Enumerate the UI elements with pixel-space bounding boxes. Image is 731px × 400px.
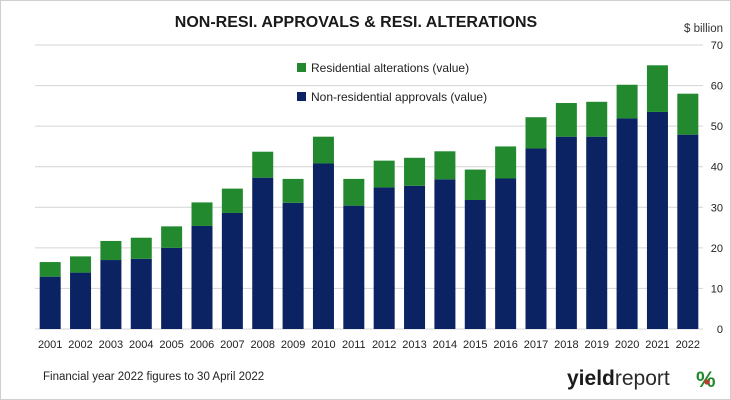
bar-residential-alterations-2005: [161, 226, 183, 248]
bar-residential-alterations-2021: [646, 65, 668, 112]
x-tick-label: 2007: [220, 339, 244, 351]
bar-non-residential-2021: [646, 111, 668, 329]
y-tick-label: 30: [711, 202, 723, 214]
bar-residential-alterations-2008: [252, 151, 274, 178]
logo-text: yieldreport: [567, 367, 670, 390]
legend-label: Residential alterations (value): [311, 61, 469, 75]
x-tick-label: 2022: [676, 339, 700, 351]
bar-residential-alterations-2014: [434, 151, 456, 180]
bar-residential-alterations-2010: [312, 136, 334, 164]
bar-residential-alterations-2019: [586, 101, 608, 137]
yieldreport-logo: yieldreport %: [567, 367, 716, 392]
logo-word-report: report: [615, 367, 670, 390]
bar-residential-alterations-2022: [677, 93, 699, 135]
bar-residential-alterations-2018: [555, 103, 577, 137]
x-tick-label: 2019: [584, 339, 608, 351]
x-tick-label: 2005: [159, 339, 183, 351]
bar-residential-alterations-2004: [130, 237, 152, 259]
bar-residential-alterations-2001: [39, 262, 61, 277]
legend-swatch: [297, 92, 306, 101]
x-tick-label: 2016: [493, 339, 517, 351]
bar-non-residential-2022: [677, 134, 699, 329]
x-tick-label: 2009: [281, 339, 305, 351]
logo-percent-symbol: %: [696, 367, 716, 392]
legend-swatch: [297, 63, 306, 72]
legend: Residential alterations (value) Non-resid…: [297, 61, 487, 104]
x-tick-labels: 2001 2002 2003 2004 2005 2006 2007 2008 2009 2010…: [38, 339, 700, 351]
x-tick-label: 2015: [463, 339, 487, 351]
bar-residential-alterations-2007: [221, 188, 243, 213]
bar-non-residential-2003: [100, 260, 122, 329]
x-tick-label: 2017: [524, 339, 548, 351]
percent-icon: %: [696, 367, 716, 392]
bar-non-residential-2006: [191, 225, 213, 329]
bar-residential-alterations-2017: [525, 117, 547, 149]
x-tick-label: 2014: [433, 339, 457, 351]
logo-word-yield: yield: [567, 367, 615, 390]
bar-non-residential-2016: [495, 178, 517, 329]
y-tick-label: 40: [711, 162, 723, 174]
bar-non-residential-2015: [464, 199, 486, 329]
bar-residential-alterations-2011: [343, 178, 365, 206]
bar-non-residential-2011: [343, 205, 365, 329]
bar-residential-alterations-2015: [464, 169, 486, 200]
bar-non-residential-2017: [525, 148, 547, 329]
x-tick-label: 2010: [311, 339, 335, 351]
x-tick-label: 2011: [342, 339, 366, 351]
chart-title: NON-RESI. APPROVALS & RESI. ALTERATIONS: [175, 14, 538, 31]
bar-residential-alterations-2002: [70, 256, 92, 273]
y-axis-unit-label: $ billion: [684, 23, 723, 35]
x-tick-label: 2004: [129, 339, 153, 351]
x-tick-label: 2008: [250, 339, 274, 351]
y-tick-label: 10: [711, 283, 723, 295]
x-tick-label: 2003: [99, 339, 123, 351]
bar-non-residential-2009: [282, 202, 304, 329]
legend-label: Non-residential approvals (value): [311, 90, 487, 104]
logo-percent-dot: [704, 379, 710, 385]
x-tick-label: 2002: [68, 339, 92, 351]
bar-non-residential-2007: [221, 212, 243, 329]
bar-residential-alterations-2016: [495, 146, 517, 179]
bar-non-residential-2004: [130, 258, 152, 329]
footnote: Financial year 2022 figures to 30 April …: [43, 371, 264, 383]
bar-non-residential-2005: [161, 247, 183, 329]
bar-layer: [39, 65, 699, 329]
bar-non-residential-2019: [586, 136, 608, 329]
bar-residential-alterations-2020: [616, 84, 638, 119]
x-tick-label: 2020: [615, 339, 639, 351]
x-tick-label: 2013: [402, 339, 426, 351]
bar-residential-alterations-2006: [191, 202, 213, 226]
x-tick-label: 2012: [372, 339, 396, 351]
x-tick-label: 2006: [190, 339, 214, 351]
bar-non-residential-2002: [70, 272, 92, 329]
y-tick-label: 0: [717, 324, 723, 336]
x-tick-label: 2021: [645, 339, 669, 351]
bar-residential-alterations-2012: [373, 160, 395, 188]
bar-non-residential-2020: [616, 118, 638, 329]
y-tick-label: 50: [711, 121, 723, 133]
bar-non-residential-2012: [373, 187, 395, 329]
bar-non-residential-2008: [252, 177, 274, 329]
bar-non-residential-2001: [39, 276, 61, 329]
y-tick-labels: 0 10 20 30 40 50 60 70: [711, 40, 723, 336]
bar-residential-alterations-2013: [404, 157, 426, 186]
bar-non-residential-2018: [555, 136, 577, 329]
bar-non-residential-2014: [434, 179, 456, 329]
y-tick-label: 70: [711, 40, 723, 52]
y-tick-label: 20: [711, 243, 723, 255]
x-tick-label: 2001: [38, 339, 62, 351]
bar-residential-alterations-2003: [100, 240, 122, 261]
x-tick-label: 2018: [554, 339, 578, 351]
bar-residential-alterations-2009: [282, 178, 304, 203]
bar-non-residential-2010: [312, 163, 334, 329]
y-tick-label: 60: [711, 81, 723, 93]
bar-non-residential-2013: [404, 185, 426, 329]
